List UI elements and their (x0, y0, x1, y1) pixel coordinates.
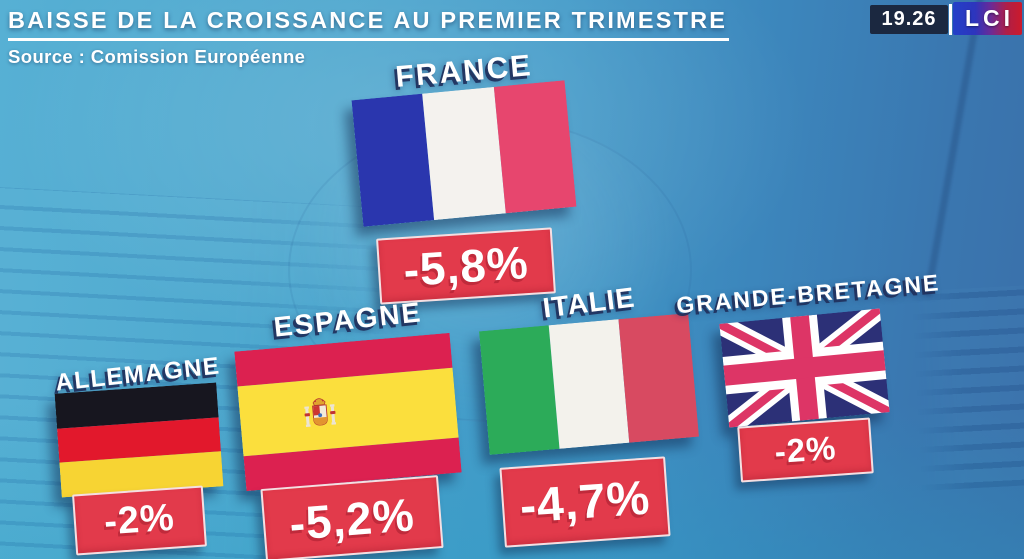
uk-value-badge: -2% (737, 417, 874, 483)
page-title: BAISSE DE LA CROISSANCE AU PREMIER TRIME… (8, 4, 730, 41)
italy-flag-green-stripe (478, 325, 560, 455)
italy-flag-icon (478, 313, 700, 455)
union-jack-icon (719, 308, 890, 428)
background-building-right (910, 284, 1024, 492)
spain-flag-icon (234, 332, 462, 492)
germany-value-badge: -2% (72, 485, 207, 556)
spain-value: -5,2% (287, 487, 417, 550)
uk-value: -2% (773, 428, 838, 471)
germany-flag-icon (54, 382, 224, 498)
italy-value: -4,7% (518, 471, 652, 533)
spain-coat-of-arms-icon (304, 398, 337, 428)
germany-value: -2% (102, 496, 177, 544)
france-flag-white-stripe (422, 86, 506, 221)
france-flag-red-stripe (493, 80, 577, 214)
spain-flag-yellow-stripe (237, 367, 459, 457)
italy-flag-white-stripe (548, 319, 630, 449)
uk-flag-icon (719, 308, 890, 428)
lci-channel-logo: LCI (953, 2, 1022, 35)
france-value-badge: -5,8% (376, 227, 556, 305)
spain-value-badge: -5,2% (260, 475, 444, 559)
clock: 19.26 (870, 5, 948, 34)
italy-value-badge: -4,7% (499, 456, 671, 548)
header: BAISSE DE LA CROISSANCE AU PREMIER TRIME… (8, 4, 730, 68)
background-flagpole (924, 0, 985, 296)
france-flag-blue-stripe (351, 93, 435, 227)
italy-flag-red-stripe (618, 313, 700, 443)
clock-separator (949, 4, 952, 35)
france-flag-icon (351, 80, 577, 227)
france-value: -5,8% (401, 236, 531, 296)
source-caption: Source : Comission Européenne (8, 46, 306, 67)
country-label-great-britain: GRANDE-BRETAGNE (675, 269, 942, 319)
